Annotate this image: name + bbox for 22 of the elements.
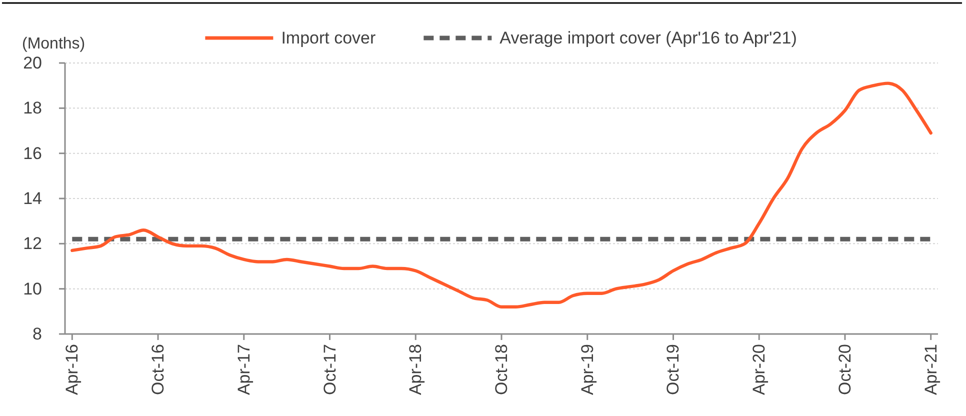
x-tick-label: Apr-17 (234, 344, 254, 396)
x-tick-label: Oct-18 (492, 344, 511, 396)
legend-label: Import cover (281, 28, 376, 48)
y-tick-label: 18 (23, 98, 42, 118)
y-tick-label: 20 (23, 54, 42, 72)
x-tick-label: Oct-19 (664, 344, 683, 396)
x-tick-label: Apr-16 (62, 344, 82, 396)
x-tick-label: Apr-19 (578, 344, 597, 396)
y-tick-label: 16 (23, 144, 42, 163)
x-tick-label: Apr-20 (750, 344, 769, 396)
x-tick-label: Apr-18 (406, 344, 426, 396)
y-tick-label: 10 (23, 279, 42, 298)
line-series (70, 82, 932, 308)
y-tick-label: 12 (23, 234, 42, 254)
y-tick-label: 8 (32, 324, 42, 344)
y-tick-label: 14 (23, 189, 42, 208)
x-tick-label: Apr-21 (921, 344, 940, 396)
x-tick-label: Oct-16 (148, 344, 168, 396)
y-axis-title: (Months) (22, 36, 86, 52)
x-tick-label: Oct-17 (320, 344, 340, 396)
legend-label: Average import cover (Apr'16 to Apr'21) (500, 28, 797, 48)
x-tick-label: Oct-20 (835, 344, 854, 396)
